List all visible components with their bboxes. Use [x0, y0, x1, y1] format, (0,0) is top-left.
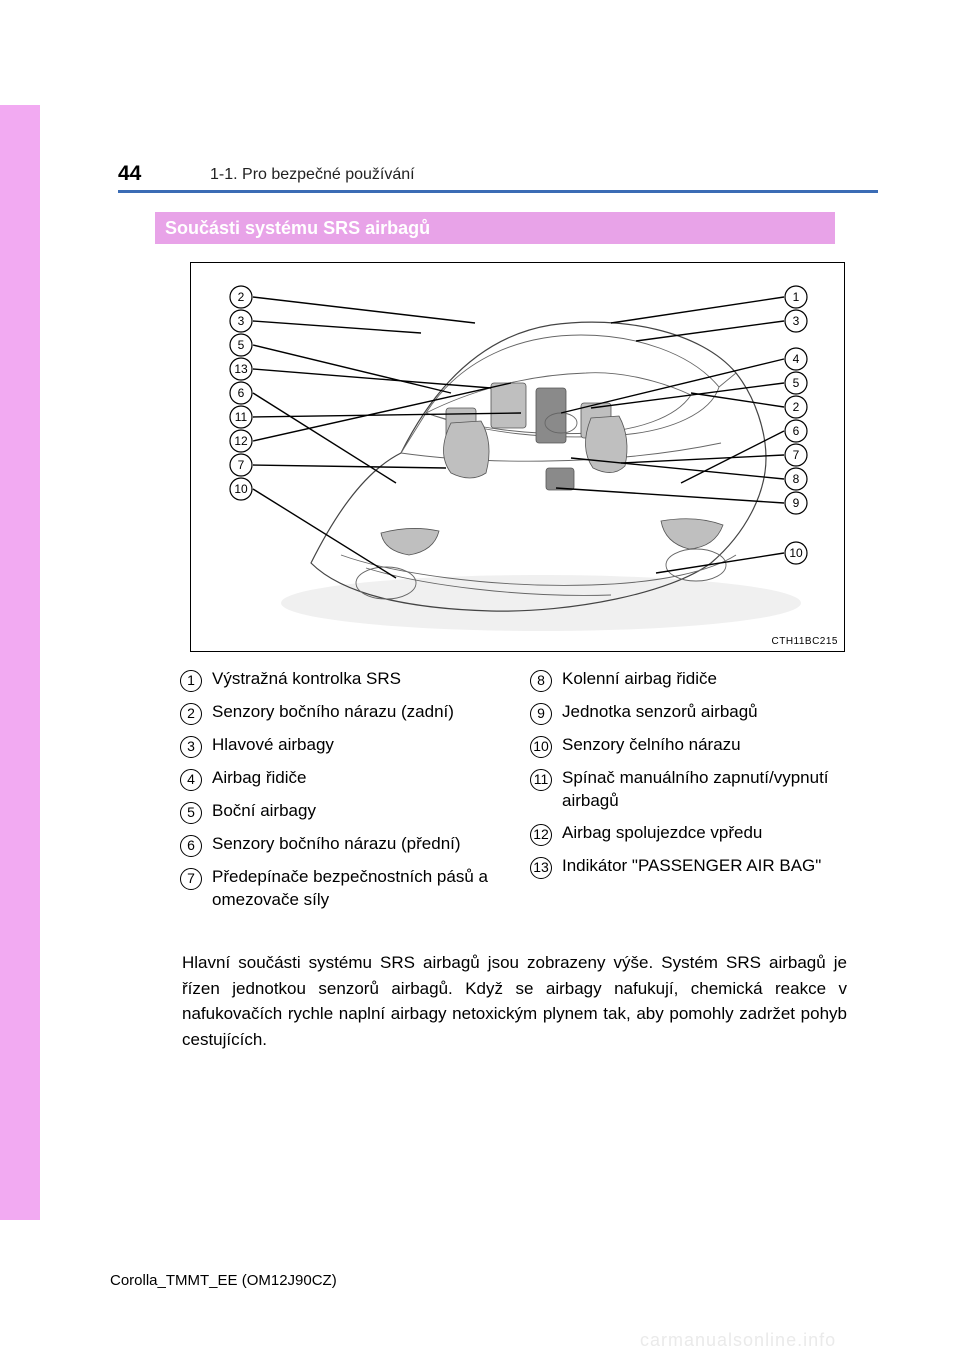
callout-number: 6 — [180, 835, 202, 857]
airbag-diagram-svg: 235136111271013452678910 — [191, 263, 846, 653]
body-paragraph: Hlavní součásti systému SRS airbagů jsou… — [182, 950, 847, 1052]
callout-item: 5 Boční airbagy — [180, 800, 500, 824]
callout-list: 1 Výstražná kontrolka SRS 2 Senzory bočního… — [180, 668, 850, 912]
callout-item: 12 Airbag spolujezdce vpředu — [530, 822, 850, 846]
callout-text: Boční airbagy — [212, 800, 316, 823]
callout-number: 11 — [530, 769, 552, 791]
callout-item: 2 Senzory bočního nárazu (zadní) — [180, 701, 500, 725]
svg-text:3: 3 — [238, 314, 245, 328]
callout-item: 13 Indikátor "PASSENGER AIR BAG" — [530, 855, 850, 879]
callout-text: Senzory bočního nárazu (přední) — [212, 833, 461, 856]
svg-text:8: 8 — [793, 472, 800, 486]
callout-text: Senzory bočního nárazu (zadní) — [212, 701, 454, 724]
callout-number: 8 — [530, 670, 552, 692]
watermark: carmanualsonline.info — [640, 1330, 836, 1351]
svg-text:9: 9 — [793, 496, 800, 510]
callout-number: 10 — [530, 736, 552, 758]
svg-text:6: 6 — [793, 424, 800, 438]
callout-item: 10 Senzory čelního nárazu — [530, 734, 850, 758]
svg-text:10: 10 — [234, 482, 248, 496]
section-label: 1-1. Pro bezpečné používání — [210, 166, 415, 184]
svg-text:3: 3 — [793, 314, 800, 328]
svg-text:13: 13 — [234, 362, 248, 376]
callout-text: Airbag řidiče — [212, 767, 307, 790]
callout-text: Výstražná kontrolka SRS — [212, 668, 401, 691]
callout-number: 9 — [530, 703, 552, 725]
callout-item: 11 Spínač manuálního zapnutí/vypnutí airb… — [530, 767, 850, 813]
callout-item: 6 Senzory bočního nárazu (přední) — [180, 833, 500, 857]
svg-text:1: 1 — [793, 290, 800, 304]
callout-item: 7 Předepínače bezpečnostních pásů a omezo… — [180, 866, 500, 912]
callout-list-left: 1 Výstražná kontrolka SRS 2 Senzory bočního… — [180, 668, 500, 912]
airbag-diagram: 235136111271013452678910 CTH11BC215 — [190, 262, 845, 652]
callout-number: 12 — [530, 824, 552, 846]
figure-caption: CTH11BC215 — [771, 636, 838, 647]
svg-text:5: 5 — [793, 376, 800, 390]
callout-leaders: 235136111271013452678910 — [230, 286, 807, 578]
callout-text: Předepínače bezpečnostních pásů a omezov… — [212, 866, 500, 912]
callout-item: 3 Hlavové airbagy — [180, 734, 500, 758]
car-outline — [281, 322, 801, 631]
svg-text:6: 6 — [238, 386, 245, 400]
callout-number: 2 — [180, 703, 202, 725]
callout-number: 3 — [180, 736, 202, 758]
svg-text:5: 5 — [238, 338, 245, 352]
svg-text:2: 2 — [238, 290, 245, 304]
callout-text: Hlavové airbagy — [212, 734, 334, 757]
callout-number: 4 — [180, 769, 202, 791]
svg-text:7: 7 — [793, 448, 800, 462]
svg-text:11: 11 — [235, 410, 248, 424]
callout-item: 9 Jednotka senzorů airbagů — [530, 701, 850, 725]
doc-footer: Corolla_TMMT_EE (OM12J90CZ) — [110, 1272, 337, 1289]
subsection-header: Součásti systému SRS airbagů — [155, 212, 835, 244]
callout-text: Airbag spolujezdce vpředu — [562, 822, 762, 845]
svg-text:10: 10 — [789, 546, 803, 560]
chapter-tab — [0, 105, 40, 1220]
svg-text:7: 7 — [238, 458, 245, 472]
callout-text: Senzory čelního nárazu — [562, 734, 741, 757]
svg-text:2: 2 — [793, 400, 800, 414]
callout-item: 1 Výstražná kontrolka SRS — [180, 668, 500, 692]
section-rule — [118, 190, 878, 193]
callout-item: 8 Kolenní airbag řidiče — [530, 668, 850, 692]
svg-text:4: 4 — [793, 352, 800, 366]
callout-text: Kolenní airbag řidiče — [562, 668, 717, 691]
callout-text: Jednotka senzorů airbagů — [562, 701, 758, 724]
callout-number: 1 — [180, 670, 202, 692]
callout-text: Indikátor "PASSENGER AIR BAG" — [562, 855, 821, 878]
callout-number: 5 — [180, 802, 202, 824]
callout-list-right: 8 Kolenní airbag řidiče 9 Jednotka senzorů … — [530, 668, 850, 912]
page-number: 44 — [118, 162, 141, 186]
callout-number: 7 — [180, 868, 202, 890]
svg-text:12: 12 — [234, 434, 248, 448]
callout-text: Spínač manuálního zapnutí/vypnutí airbag… — [562, 767, 850, 813]
callout-item: 4 Airbag řidiče — [180, 767, 500, 791]
callout-number: 13 — [530, 857, 552, 879]
